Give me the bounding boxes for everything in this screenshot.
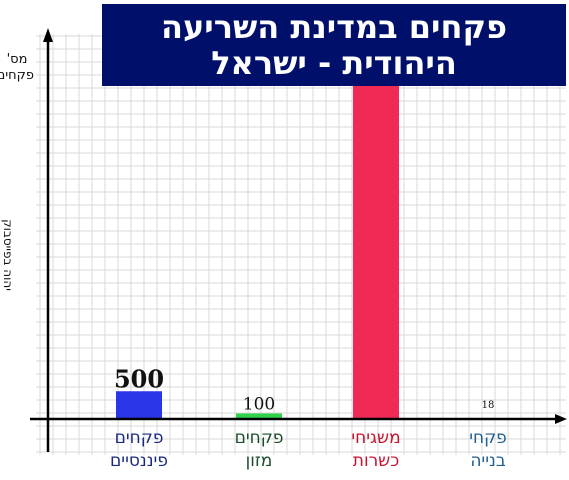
bar-2 xyxy=(236,413,282,419)
y-axis-label: מס' פקחים xyxy=(0,52,34,84)
x-axis-arrow xyxy=(555,414,567,424)
category-label-4-line-2: בנייה xyxy=(470,451,506,471)
category-label-4-line-1: פקחי xyxy=(469,428,507,448)
category-label-1-line-1: פקחים xyxy=(115,428,164,448)
data-label-1: 500 xyxy=(114,364,164,393)
bars xyxy=(116,86,511,419)
bar-1 xyxy=(116,391,162,419)
category-label-3-line-2: כשרות xyxy=(353,451,399,471)
bar-3 xyxy=(353,86,399,419)
axes xyxy=(30,28,567,452)
category-label-1-line-2: פיננסיים xyxy=(110,451,168,471)
chart-title-line-2: היהודית - ישראל xyxy=(211,44,457,82)
y-axis-label-line-1: מס' xyxy=(6,52,28,67)
grid xyxy=(36,34,566,455)
credit-text: יהוה בפייסבוק xyxy=(1,219,15,291)
y-axis-arrow xyxy=(43,28,53,42)
labels: 500 פקחים פיננסיים 100 פקחים מזון משגיחי כשרות 1… xyxy=(110,364,507,471)
chart-title: פקחים במדינת השריעה היהודית - ישראל xyxy=(102,4,566,86)
y-axis-label-line-2: פקחים xyxy=(0,68,34,83)
category-label-3-line-1: משגיחי xyxy=(351,428,400,448)
category-label-2-line-2: מזון xyxy=(246,451,273,471)
chart-title-line-1: פקחים במדינת השריעה xyxy=(160,8,508,46)
category-label-2-line-1: פקחים xyxy=(235,428,284,448)
data-label-2: 100 xyxy=(243,394,275,414)
data-label-4: 18 xyxy=(482,400,495,411)
